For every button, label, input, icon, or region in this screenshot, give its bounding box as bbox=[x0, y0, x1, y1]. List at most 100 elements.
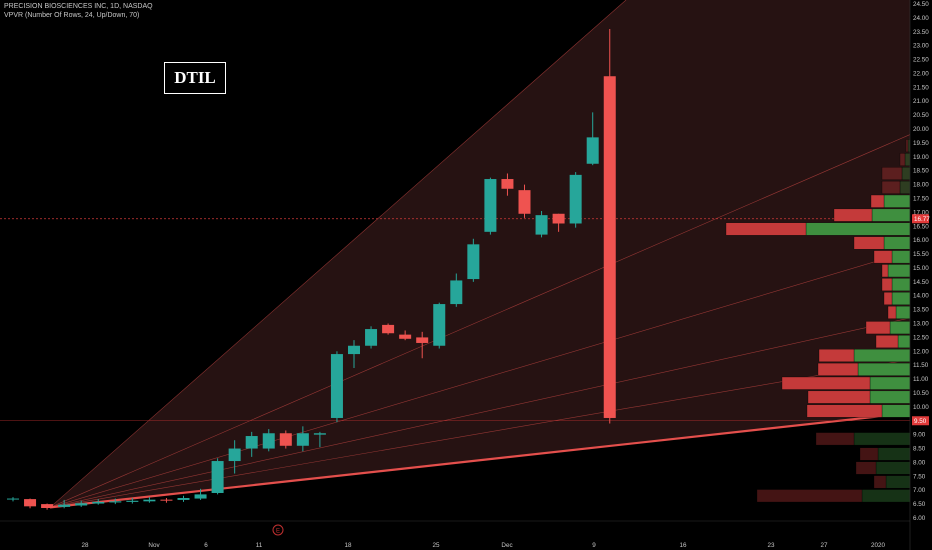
candle-up bbox=[313, 433, 326, 435]
y-tick-label: 17.50 bbox=[913, 195, 929, 202]
volume-profile-up-bar bbox=[861, 489, 911, 503]
volume-profile-up-bar bbox=[891, 278, 911, 292]
volume-profile-down-bar bbox=[817, 362, 859, 376]
volume-profile-up-bar bbox=[877, 447, 911, 461]
candle-up bbox=[143, 499, 156, 502]
candle-up bbox=[92, 501, 105, 504]
y-tick-label: 12.50 bbox=[913, 334, 929, 341]
candle-down bbox=[603, 76, 616, 418]
candle-up bbox=[58, 504, 71, 507]
candle-down bbox=[279, 433, 292, 446]
price-label-bg bbox=[912, 214, 929, 224]
volume-profile-down-bar bbox=[905, 139, 909, 153]
y-tick-label: 19.00 bbox=[913, 154, 929, 161]
volume-profile-up-bar bbox=[901, 167, 911, 180]
fan-area bbox=[50, 0, 910, 508]
candle-down bbox=[382, 324, 395, 334]
y-tick-label: 22.00 bbox=[913, 70, 929, 77]
candle-up bbox=[433, 304, 446, 346]
candle-up bbox=[467, 244, 480, 280]
ticker-label-box: DTIL bbox=[164, 62, 226, 94]
x-tick-label: 11 bbox=[256, 542, 263, 549]
x-tick-label: 6 bbox=[204, 542, 208, 549]
candle-up bbox=[245, 436, 258, 449]
candle-up bbox=[7, 498, 19, 500]
x-tick-label: 2020 bbox=[871, 542, 886, 549]
volume-profile-down-bar bbox=[881, 278, 893, 292]
x-tick-label: 28 bbox=[81, 542, 89, 549]
earnings-label: E bbox=[276, 529, 280, 535]
x-tick-label: Nov bbox=[148, 542, 160, 549]
candle-up bbox=[586, 137, 599, 164]
y-tick-label: 11.00 bbox=[913, 376, 929, 383]
candle-up bbox=[177, 497, 190, 500]
volume-profile-up-bar bbox=[883, 236, 911, 250]
y-tick-label: 10.50 bbox=[913, 390, 929, 397]
volume-profile-up-bar bbox=[904, 153, 911, 166]
y-tick-label: 21.00 bbox=[913, 98, 929, 105]
candle-up bbox=[262, 433, 275, 449]
y-tick-label: 24.00 bbox=[913, 15, 929, 22]
candle-up bbox=[296, 433, 309, 446]
y-tick-label: 22.50 bbox=[913, 57, 929, 64]
indicator-legend[interactable]: VPVR (Number Of Rows, 24, Up/Down, 70) bbox=[4, 12, 140, 19]
candle-up bbox=[194, 494, 207, 499]
volume-profile-up-bar bbox=[869, 376, 911, 390]
candle-up bbox=[75, 503, 88, 506]
volume-profile-up-bar bbox=[887, 264, 911, 278]
candle-up bbox=[211, 461, 224, 493]
fan-line bbox=[49, 411, 911, 509]
volume-profile-down-bar bbox=[865, 321, 891, 335]
candle-down bbox=[160, 499, 173, 501]
y-tick-label: 16.00 bbox=[913, 237, 929, 244]
earnings-marker: E bbox=[272, 524, 284, 536]
x-tick-label: 27 bbox=[820, 542, 828, 549]
price-label: 16.77 bbox=[914, 216, 930, 223]
y-tick-label: 14.50 bbox=[913, 279, 929, 286]
candle-up bbox=[535, 215, 548, 235]
candle-up bbox=[365, 329, 378, 346]
candle-down bbox=[501, 179, 514, 189]
price-axis bbox=[910, 0, 932, 550]
volume-profile-down-bar bbox=[887, 305, 897, 319]
volume-profile-down-bar bbox=[875, 335, 899, 348]
y-tick-label: 17.00 bbox=[913, 209, 929, 216]
volume-profile-up-bar bbox=[881, 404, 911, 418]
volume-profile-down-bar bbox=[873, 250, 893, 264]
y-tick-label: 21.50 bbox=[913, 84, 929, 91]
candle-up bbox=[330, 354, 343, 418]
volume-profile-down-bar bbox=[781, 376, 871, 390]
volume-profile-up-bar bbox=[853, 349, 911, 362]
y-tick-label: 20.50 bbox=[913, 112, 929, 119]
x-tick-label: 18 bbox=[344, 542, 352, 549]
volume-profile-up-bar bbox=[885, 475, 911, 489]
volume-profile-down-bar bbox=[881, 167, 903, 180]
volume-profile-up-bar bbox=[883, 194, 911, 208]
candle-up bbox=[126, 500, 139, 502]
volume-profile-up-bar bbox=[857, 362, 911, 376]
y-tick-label: 14.00 bbox=[913, 293, 929, 300]
y-tick-label: 7.50 bbox=[913, 473, 926, 480]
volume-profile-down-bar bbox=[881, 264, 889, 278]
y-tick-label: 20.00 bbox=[913, 126, 929, 133]
x-tick-label: Dec bbox=[501, 542, 512, 549]
y-tick-label: 13.00 bbox=[913, 321, 929, 328]
y-tick-label: 19.50 bbox=[913, 140, 929, 147]
candle-down bbox=[399, 334, 412, 339]
fan-line bbox=[49, 317, 911, 508]
y-tick-label: 10.00 bbox=[913, 404, 929, 411]
candle-down bbox=[24, 499, 37, 507]
volume-profile-down-bar bbox=[883, 292, 893, 305]
y-tick-label: 15.50 bbox=[913, 251, 929, 258]
y-tick-label: 7.00 bbox=[913, 487, 926, 494]
candle-up bbox=[569, 174, 582, 224]
volume-profile-down-bar bbox=[806, 404, 883, 418]
volume-profile-up-bar bbox=[895, 305, 911, 319]
volume-profile-up-bar bbox=[899, 180, 911, 194]
volume-profile-up-bar bbox=[897, 335, 911, 348]
volume-profile-up-bar bbox=[891, 292, 911, 305]
volume-profile-up-bar bbox=[891, 250, 911, 264]
y-tick-label: 11.50 bbox=[913, 362, 929, 369]
candle-down bbox=[41, 504, 54, 508]
